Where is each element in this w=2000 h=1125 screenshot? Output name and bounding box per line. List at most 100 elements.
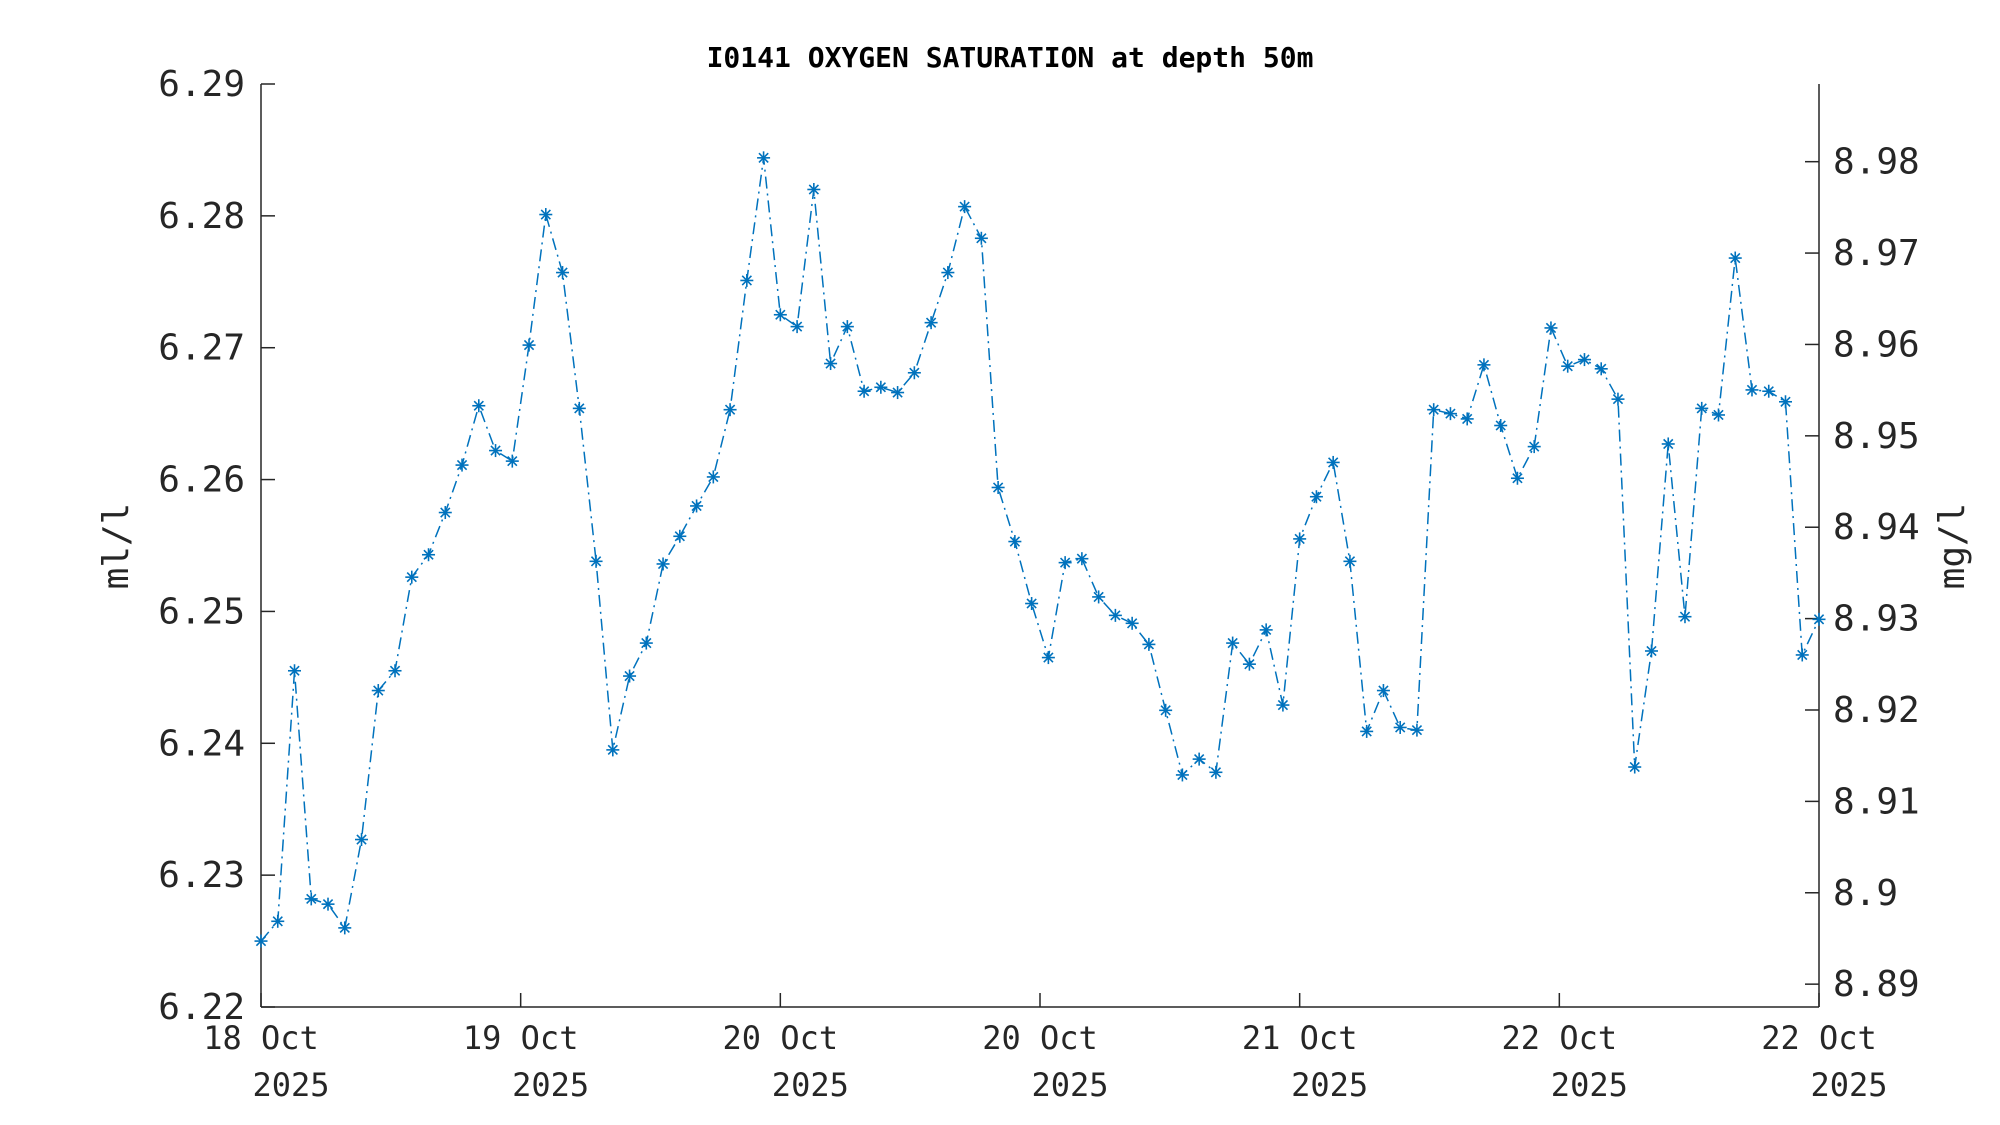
data-point <box>1544 321 1558 335</box>
data-point <box>556 266 570 280</box>
data-point <box>1745 383 1759 397</box>
data-point <box>1259 623 1273 637</box>
right-tick-label: 8.91 <box>1833 781 1920 822</box>
data-point <box>1209 765 1223 779</box>
right-y-ticks: 8.89 8.9 8.91 8.92 8.93 8.94 8.95 8.96 8.97 8.98 <box>1805 142 1920 1005</box>
data-point <box>991 480 1005 494</box>
right-tick-label: 8.98 <box>1833 142 1920 183</box>
data-point <box>757 151 771 165</box>
x-tick-label-day: 18 Oct <box>203 1019 319 1057</box>
data-point <box>304 892 318 906</box>
x-tick-label-year: 2025 <box>1810 1066 1887 1104</box>
x-tick-label-day: 20 Oct <box>982 1019 1098 1057</box>
data-point <box>1008 535 1022 549</box>
left-y-ticks: 6.22 6.23 6.24 6.25 6.26 6.27 6.28 6.29 <box>158 64 275 1028</box>
data-point <box>1326 455 1340 469</box>
left-tick-label: 6.26 <box>158 460 245 501</box>
data-point <box>505 454 519 468</box>
data-point <box>1594 362 1608 376</box>
left-tick-label: 6.23 <box>158 855 245 896</box>
data-point <box>790 320 804 334</box>
data-point <box>1343 554 1357 568</box>
x-tick-label-day: 19 Oct <box>463 1019 579 1057</box>
data-point <box>706 470 720 484</box>
data-point <box>1527 440 1541 454</box>
data-point <box>388 664 402 678</box>
x-tick-label-day: 22 Oct <box>1502 1019 1618 1057</box>
x-tick-label-day: 20 Oct <box>723 1019 839 1057</box>
data-point <box>1025 597 1039 611</box>
data-point <box>606 743 620 757</box>
data-point <box>1611 392 1625 406</box>
data-point <box>1711 408 1725 422</box>
data-point <box>572 401 586 415</box>
x-tick-label-day: 21 Oct <box>1242 1019 1358 1057</box>
data-point <box>639 636 653 650</box>
data-point <box>1494 419 1508 433</box>
chart-title: I0141 OXYGEN SATURATION at depth 50m <box>707 41 1314 74</box>
x-tick-label-year: 2025 <box>252 1066 329 1104</box>
data-point <box>907 366 921 380</box>
left-tick-label: 6.24 <box>158 723 245 764</box>
x-ticks: 18 Oct 2025 19 Oct 2025 20 Oct 2025 20 Oct 2025… <box>203 993 1888 1104</box>
data-point <box>1410 723 1424 737</box>
y-axis-label-right: mg/l <box>1932 503 1973 590</box>
data-point <box>958 200 972 214</box>
data-point <box>1159 703 1173 717</box>
x-tick-label-day: 22 Oct <box>1761 1019 1877 1057</box>
right-tick-label: 8.93 <box>1833 599 1920 640</box>
data-point <box>1561 359 1575 373</box>
right-tick-label: 8.92 <box>1833 690 1920 731</box>
data-point <box>974 231 988 245</box>
left-tick-label: 6.25 <box>158 591 245 632</box>
data-point <box>1293 532 1307 546</box>
right-tick-label: 8.89 <box>1833 964 1920 1005</box>
left-tick-label: 6.28 <box>158 196 245 237</box>
data-point <box>1226 636 1240 650</box>
data-point <box>338 921 352 935</box>
data-point <box>857 384 871 398</box>
data-point <box>455 458 469 472</box>
data-point <box>673 529 687 543</box>
data-point <box>589 554 603 568</box>
data-point <box>1644 644 1658 658</box>
data-point <box>1041 651 1055 665</box>
data-point <box>1058 556 1072 570</box>
data-point <box>656 557 670 571</box>
data-point <box>723 403 737 417</box>
data-point <box>489 444 503 458</box>
data-point <box>1192 752 1206 766</box>
data-point <box>690 499 704 513</box>
data-point <box>1762 384 1776 398</box>
data-point <box>840 320 854 334</box>
data-point <box>824 357 838 371</box>
data-point <box>1376 684 1390 698</box>
x-tick-label-year: 2025 <box>772 1066 849 1104</box>
data-point <box>941 266 955 280</box>
data-point <box>1125 616 1139 630</box>
axes <box>260 84 1820 1008</box>
left-tick-label: 6.22 <box>158 987 245 1028</box>
y-axis-label-left: ml/l <box>96 503 137 590</box>
x-tick-label-year: 2025 <box>512 1066 589 1104</box>
data-point <box>807 182 821 196</box>
data-point <box>1812 612 1826 626</box>
data-point <box>1443 407 1457 421</box>
series-oxygen <box>254 151 1826 948</box>
data-point <box>1510 471 1524 485</box>
right-tick-label: 8.95 <box>1833 416 1920 457</box>
data-point <box>1075 552 1089 566</box>
data-point <box>539 208 553 222</box>
data-point <box>1628 760 1642 774</box>
right-tick-label: 8.94 <box>1833 507 1920 548</box>
data-point <box>472 399 486 413</box>
data-point <box>874 380 888 394</box>
data-point <box>321 897 335 911</box>
data-point <box>1276 698 1290 712</box>
data-point <box>1795 648 1809 662</box>
data-point <box>1661 437 1675 451</box>
data-point <box>740 273 754 287</box>
data-point <box>1142 637 1156 651</box>
